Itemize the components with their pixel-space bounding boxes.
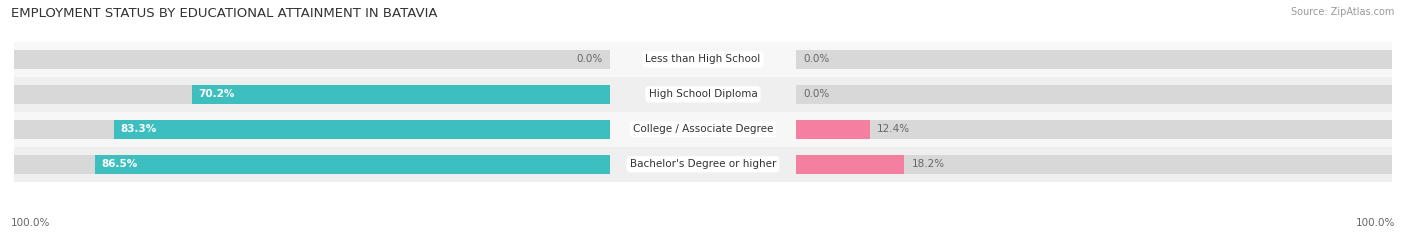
- Bar: [796, 50, 1392, 69]
- Text: 0.0%: 0.0%: [803, 89, 830, 99]
- Text: 100.0%: 100.0%: [1355, 218, 1395, 228]
- Bar: [14, 155, 610, 174]
- Bar: [796, 155, 1392, 174]
- Bar: [14, 77, 1392, 112]
- Bar: [14, 112, 1392, 147]
- Text: 100.0%: 100.0%: [11, 218, 51, 228]
- Text: 83.3%: 83.3%: [121, 124, 156, 134]
- Bar: [796, 120, 870, 139]
- Text: Less than High School: Less than High School: [645, 55, 761, 64]
- Bar: [14, 147, 1392, 182]
- Bar: [796, 155, 904, 174]
- Text: 0.0%: 0.0%: [576, 55, 603, 64]
- Text: EMPLOYMENT STATUS BY EDUCATIONAL ATTAINMENT IN BATAVIA: EMPLOYMENT STATUS BY EDUCATIONAL ATTAINM…: [11, 7, 437, 20]
- Bar: [114, 120, 610, 139]
- Bar: [14, 42, 1392, 77]
- Bar: [94, 155, 610, 174]
- Bar: [14, 50, 610, 69]
- Bar: [14, 120, 610, 139]
- Bar: [191, 85, 610, 104]
- Text: 18.2%: 18.2%: [911, 159, 945, 169]
- Text: Bachelor's Degree or higher: Bachelor's Degree or higher: [630, 159, 776, 169]
- Bar: [796, 120, 1392, 139]
- Text: 70.2%: 70.2%: [198, 89, 235, 99]
- Text: 86.5%: 86.5%: [101, 159, 138, 169]
- Text: 0.0%: 0.0%: [803, 55, 830, 64]
- Bar: [14, 85, 610, 104]
- Text: 12.4%: 12.4%: [877, 124, 910, 134]
- Text: Source: ZipAtlas.com: Source: ZipAtlas.com: [1291, 7, 1395, 17]
- Text: College / Associate Degree: College / Associate Degree: [633, 124, 773, 134]
- Bar: [796, 85, 1392, 104]
- Text: High School Diploma: High School Diploma: [648, 89, 758, 99]
